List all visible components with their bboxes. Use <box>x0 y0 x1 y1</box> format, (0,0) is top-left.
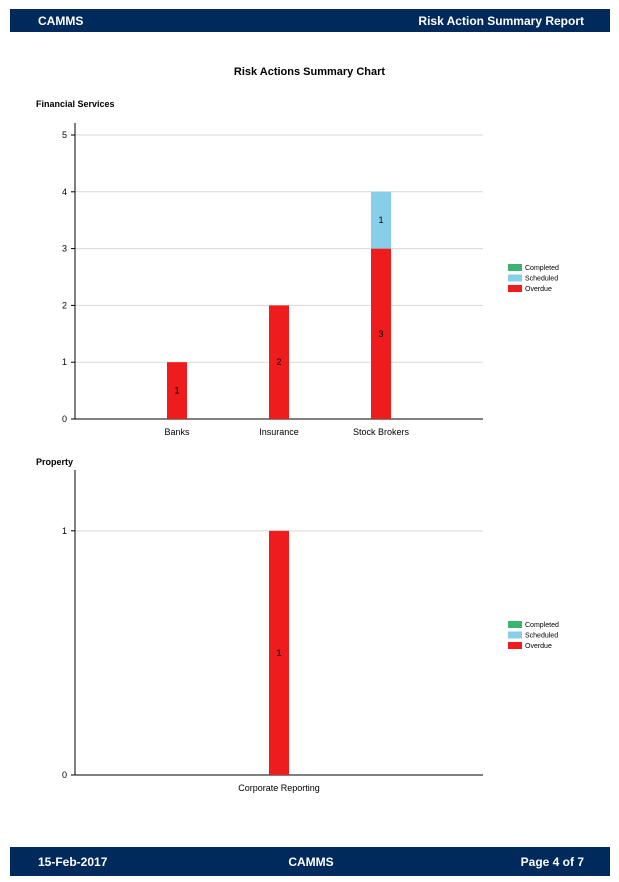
bar-overdue-corporate-reporting <box>269 530 289 775</box>
x-tick-label-banks: Banks <box>164 427 190 437</box>
header-report-title: Risk Action Summary Report <box>418 13 584 28</box>
y-tick-label: 0 <box>62 414 67 424</box>
data-label: 2 <box>276 357 281 367</box>
legend-swatch-completed <box>508 264 522 271</box>
x-tick-label-corporate-reporting: Corporate Reporting <box>238 783 320 793</box>
footer-page-number: Page 4 of 7 <box>520 854 584 869</box>
data-label: 3 <box>378 329 383 339</box>
chart-title-property: Property <box>36 457 74 467</box>
legend-swatch-completed <box>508 621 522 628</box>
bar-scheduled-stock-brokers <box>371 191 391 249</box>
bar-overdue-stock-brokers <box>371 248 391 419</box>
legend-swatch-overdue <box>508 285 522 292</box>
bar-overdue-banks <box>167 362 187 419</box>
y-tick-label: 3 <box>62 244 67 254</box>
header-org-name: CAMMS <box>38 13 84 28</box>
page-title: Risk Actions Summary Chart <box>233 66 386 78</box>
legend-swatch-overdue <box>508 642 522 649</box>
report-footer: 15-Feb-2017 CAMMS Page 4 of 7 <box>10 847 610 876</box>
legend-label-scheduled: Scheduled <box>525 633 558 640</box>
chart-title-financial-services: Financial Services <box>36 99 115 109</box>
bar-overdue-insurance <box>269 305 289 419</box>
y-tick-label: 5 <box>62 130 67 140</box>
y-tick-label: 1 <box>62 526 67 536</box>
report-header: CAMMS Risk Action Summary Report <box>10 9 610 32</box>
legend-label-completed: Completed <box>525 622 559 629</box>
legend-label-scheduled: Scheduled <box>525 276 558 283</box>
footer-org-name: CAMMS <box>288 854 334 869</box>
legend-label-overdue: Overdue <box>525 286 552 293</box>
data-label: 1 <box>276 648 281 658</box>
legend-label-completed: Completed <box>525 265 559 272</box>
data-label: 1 <box>174 386 179 396</box>
y-tick-label: 4 <box>62 187 67 197</box>
footer-date: 15-Feb-2017 <box>38 854 108 869</box>
legend-label-overdue: Overdue <box>525 643 552 650</box>
y-tick-label: 2 <box>62 300 67 310</box>
data-label: 1 <box>378 215 383 225</box>
x-tick-label-stock-brokers: Stock Brokers <box>353 427 410 437</box>
chart-financial-services: 0 1 2 3 4 5 1 Banks 2 Insurance 3 1 Stock Brokers Com… <box>62 123 559 437</box>
legend-swatch-scheduled <box>508 274 522 282</box>
x-tick-label-insurance: Insurance <box>259 427 299 437</box>
chart-property: 0 1 1 Corporate Reporting Completed Scheduled… <box>62 470 559 793</box>
y-tick-label: 0 <box>62 770 67 780</box>
legend-swatch-scheduled <box>508 631 522 639</box>
y-tick-label: 1 <box>62 357 67 367</box>
